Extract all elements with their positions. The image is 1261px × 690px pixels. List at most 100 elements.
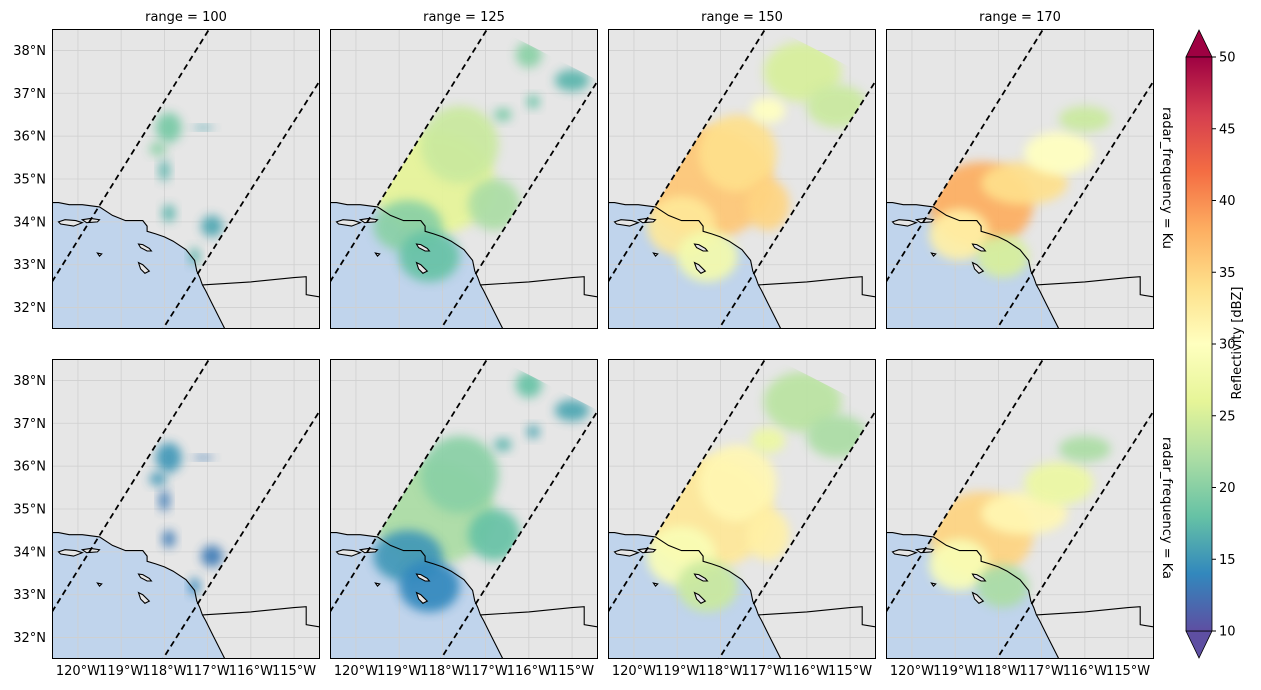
rain-cell xyxy=(554,69,590,92)
lon-tick-label: 116°W xyxy=(507,664,551,679)
ocean-area xyxy=(52,532,225,659)
rain-cell xyxy=(155,112,182,143)
rain-cell xyxy=(420,106,499,184)
rain-cell xyxy=(192,455,215,460)
lon-tick-label: 115°W xyxy=(550,664,594,679)
ocean-area xyxy=(886,532,1059,659)
island xyxy=(57,549,84,557)
island xyxy=(971,243,987,252)
lat-tick-label: 36°N xyxy=(13,130,46,145)
island xyxy=(891,219,918,227)
colorbar-label: Reflectivity [dBZ] xyxy=(1230,287,1245,400)
island xyxy=(891,549,918,557)
lon-tick-label: 120°W xyxy=(890,664,934,679)
axis-tick-labels: 32°N 33°N 34°N 35°N 36°N 37°N 38°N 32°N 33°N 34°N… xyxy=(13,44,1150,679)
colorbar-tick-label: 25 xyxy=(1219,409,1236,424)
rain-cell xyxy=(149,472,167,486)
lon-tick-label: 117°W xyxy=(742,664,786,679)
lon-tick-label: 120°W xyxy=(612,664,656,679)
rain-cell xyxy=(976,234,1029,278)
country-border xyxy=(758,276,876,298)
swath-edge xyxy=(330,29,489,283)
swath-edge xyxy=(886,359,1045,613)
coastline xyxy=(886,532,1060,659)
rain-cell xyxy=(677,560,738,612)
rain-cell xyxy=(201,215,223,237)
colorbar: 10 15 20 25 30 35 40 45 50 xyxy=(1185,29,1236,659)
colorbar-tick-label: 45 xyxy=(1219,122,1236,137)
lat-tick-label: 38°N xyxy=(13,44,46,59)
coastline xyxy=(608,532,782,659)
lon-tick-label: 118°W xyxy=(142,664,186,679)
island xyxy=(57,219,84,227)
panel-title-range-100: range = 100 xyxy=(145,10,227,25)
panel-titles: range = 100 range = 125 range = 150 rang… xyxy=(145,10,1061,25)
panel-title-range-125: range = 125 xyxy=(423,10,505,25)
rain-cell xyxy=(149,142,167,156)
panel-frame xyxy=(886,359,1154,659)
rain-cell xyxy=(399,560,460,612)
rain-cell xyxy=(763,371,842,432)
island xyxy=(96,582,103,587)
panel-frame xyxy=(608,359,876,659)
country-border xyxy=(1036,606,1154,628)
map-panel xyxy=(886,29,1154,329)
swath-edge xyxy=(52,359,211,613)
map-panel xyxy=(330,29,598,329)
country-border xyxy=(1036,276,1154,298)
island xyxy=(137,573,153,582)
panel-frame xyxy=(52,29,320,329)
island xyxy=(693,261,707,274)
reflectivity-field xyxy=(149,442,223,595)
coastline xyxy=(330,532,504,659)
panel-frame xyxy=(608,29,876,329)
rain-cell xyxy=(1058,106,1111,132)
lat-tick-label: 37°N xyxy=(13,417,46,432)
island xyxy=(613,549,640,557)
rain-cell xyxy=(399,230,460,282)
lat-tick-label: 33°N xyxy=(13,258,46,273)
lon-tick-label: 119°W xyxy=(655,664,699,679)
colorbar-tick-label: 35 xyxy=(1219,266,1236,281)
panel-frame xyxy=(886,29,1154,329)
colorbar-tick-label: 20 xyxy=(1219,481,1236,496)
colorbar-gradient xyxy=(1185,56,1213,632)
coastline xyxy=(608,202,782,329)
coastline xyxy=(52,202,226,329)
lon-tick-label: 120°W xyxy=(334,664,378,679)
map-panel xyxy=(886,359,1154,659)
swath-edge xyxy=(52,29,211,283)
island xyxy=(374,582,381,587)
lon-tick-label: 115°W xyxy=(272,664,316,679)
rain-cell xyxy=(1024,131,1094,175)
lon-tick-label: 119°W xyxy=(99,664,143,679)
rain-cell xyxy=(189,577,200,595)
island xyxy=(693,573,709,582)
rain-cell xyxy=(763,41,842,102)
island xyxy=(415,261,429,274)
ocean-area xyxy=(886,202,1059,329)
swath-edge xyxy=(608,29,767,283)
panel-title-range-150: range = 150 xyxy=(701,10,783,25)
rain-cell xyxy=(677,230,738,282)
island xyxy=(137,261,151,274)
island xyxy=(613,219,640,227)
rain-cell xyxy=(468,179,521,231)
panel-frame xyxy=(330,29,598,329)
lat-tick-label: 32°N xyxy=(13,301,46,316)
colorbar-tick-label: 15 xyxy=(1219,553,1236,568)
rain-cell xyxy=(698,444,777,522)
lon-tick-label: 117°W xyxy=(1020,664,1064,679)
island xyxy=(137,591,151,604)
lat-tick-label: 35°N xyxy=(13,173,46,188)
rain-cell xyxy=(554,399,590,422)
lon-tick-label: 115°W xyxy=(828,664,872,679)
island xyxy=(415,591,429,604)
island xyxy=(693,591,707,604)
rain-cell xyxy=(1024,461,1094,505)
panel-title-range-170: range = 170 xyxy=(979,10,1061,25)
reflectivity-field xyxy=(373,41,590,282)
island xyxy=(930,252,937,257)
island xyxy=(971,573,987,582)
